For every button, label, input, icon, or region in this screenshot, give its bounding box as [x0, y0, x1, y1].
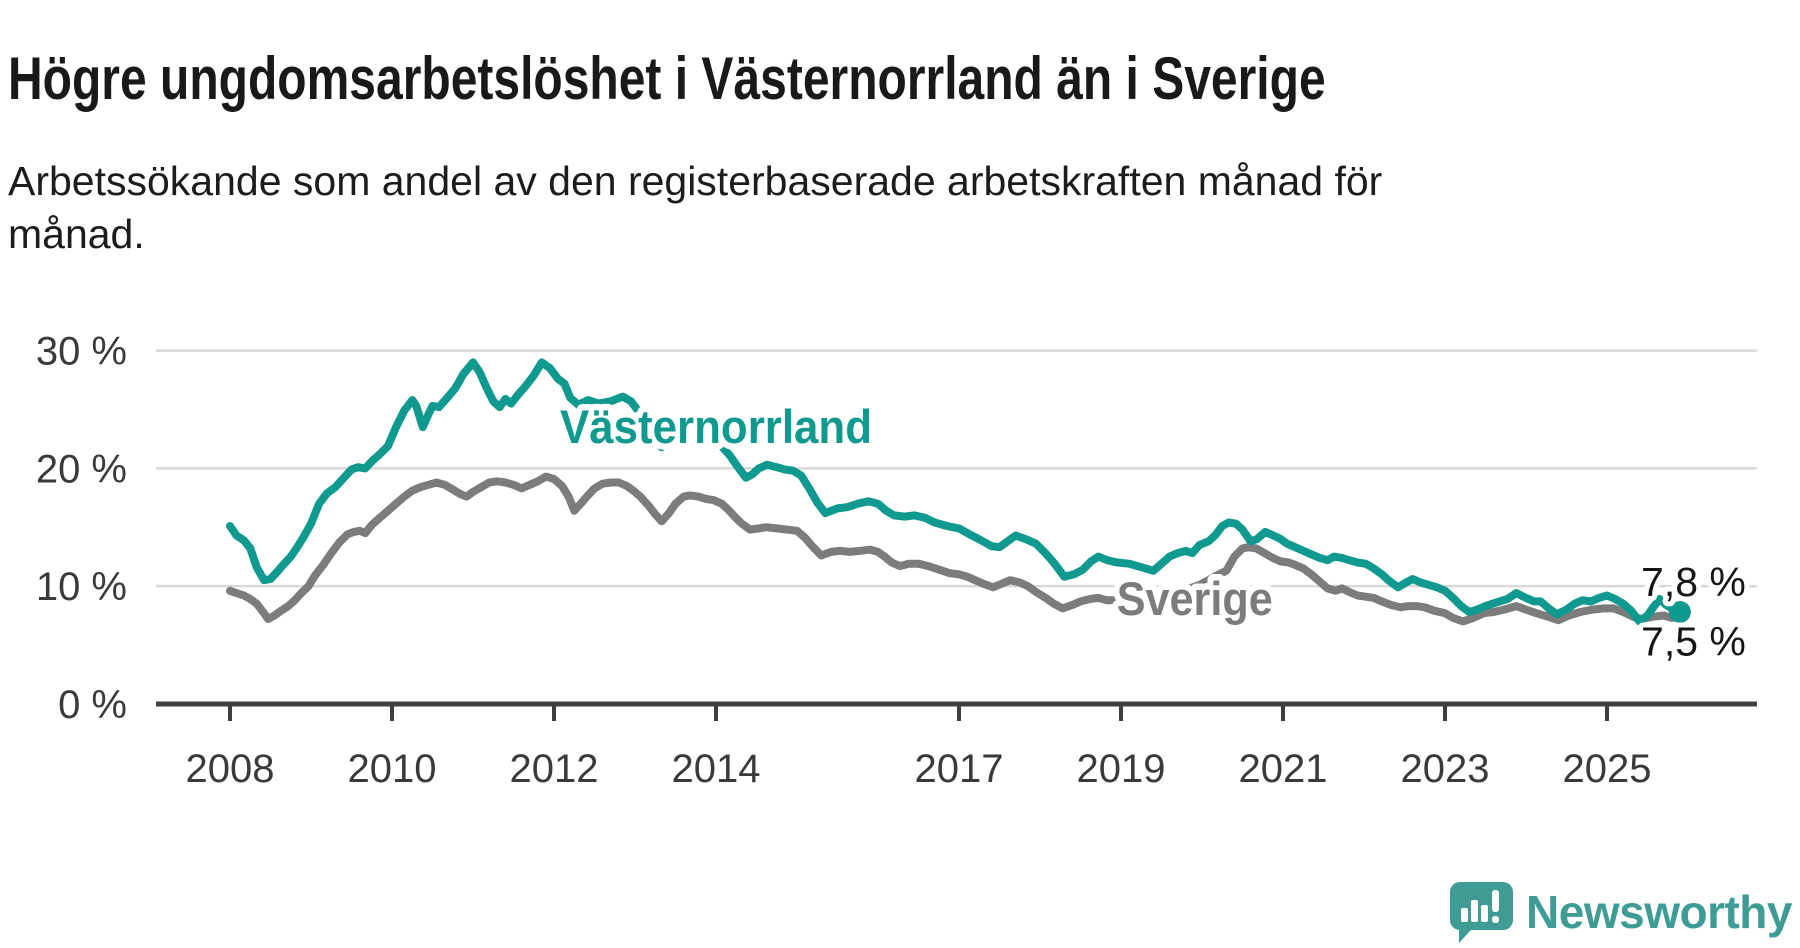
- x-tick-label-2010: 2010: [348, 747, 437, 791]
- newsworthy-logo-icon: [1450, 882, 1514, 943]
- newsworthy-logo: Newsworthy: [1450, 880, 1792, 944]
- x-tick-label-2023: 2023: [1401, 747, 1490, 791]
- y-tick-label-10: 10 %: [36, 565, 127, 609]
- series-label-sverige: Sverige: [1117, 572, 1273, 625]
- newsworthy-logo-text: Newsworthy: [1526, 886, 1792, 938]
- series-line-västernorrland: [226, 358, 1684, 626]
- x-tick-label-2019: 2019: [1077, 747, 1166, 791]
- y-tick-label-30: 30 %: [36, 330, 127, 374]
- x-tick-label-2021: 2021: [1239, 747, 1328, 791]
- logo-bars-icon: [1461, 890, 1500, 923]
- end-value-label-1: 7,5 %: [1641, 618, 1746, 664]
- x-tick-label-2008: 2008: [186, 747, 275, 791]
- x-tick-label-2017: 2017: [915, 747, 1004, 791]
- chart-title: Högre ungdomsarbetslöshet i Västernorrla…: [8, 45, 1326, 113]
- y-tick-label-0: 0 %: [58, 683, 127, 727]
- x-tick-label-2014: 2014: [672, 747, 761, 791]
- chart-subtitle: Arbetssökande som andel av den registerb…: [8, 158, 1383, 258]
- series-end-dot-västernorrland: [1668, 600, 1691, 623]
- x-tick-label-2012: 2012: [510, 747, 599, 791]
- x-tick-label-2025: 2025: [1563, 747, 1652, 791]
- y-tick-label-20: 20 %: [36, 447, 127, 491]
- series-label-västernorrland: Västernorrland: [560, 400, 872, 453]
- end-value-label-0: 7,8 %: [1641, 559, 1746, 605]
- series-line-sverige: [226, 472, 1684, 626]
